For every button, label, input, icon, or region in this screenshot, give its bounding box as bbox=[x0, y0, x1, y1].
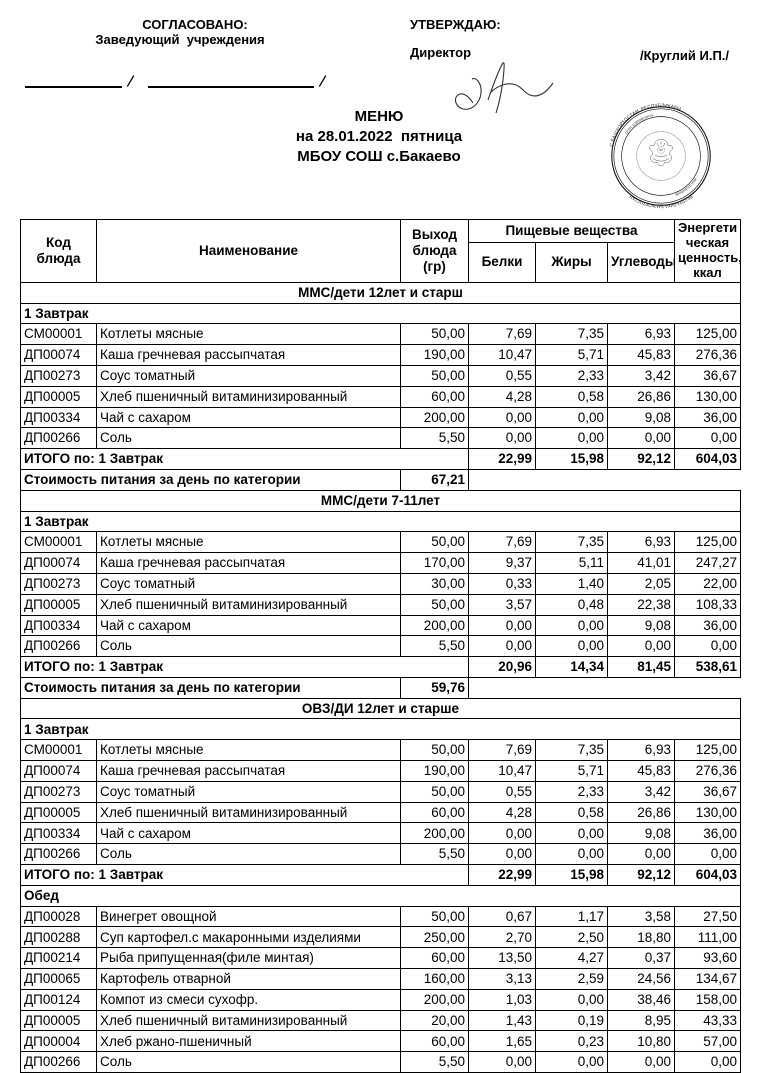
svg-text:ИНН 0215005498: ИНН 0215005498 bbox=[675, 177, 698, 197]
svg-text:РЕСПУБЛИКАhЫ: РЕСПУБЛИКАhЫ bbox=[640, 103, 682, 112]
svg-text:РЕСПУБЛИКА БАШКОРТОСТАН: РЕСПУБЛИКА БАШКОРТОСТАН bbox=[628, 194, 693, 209]
